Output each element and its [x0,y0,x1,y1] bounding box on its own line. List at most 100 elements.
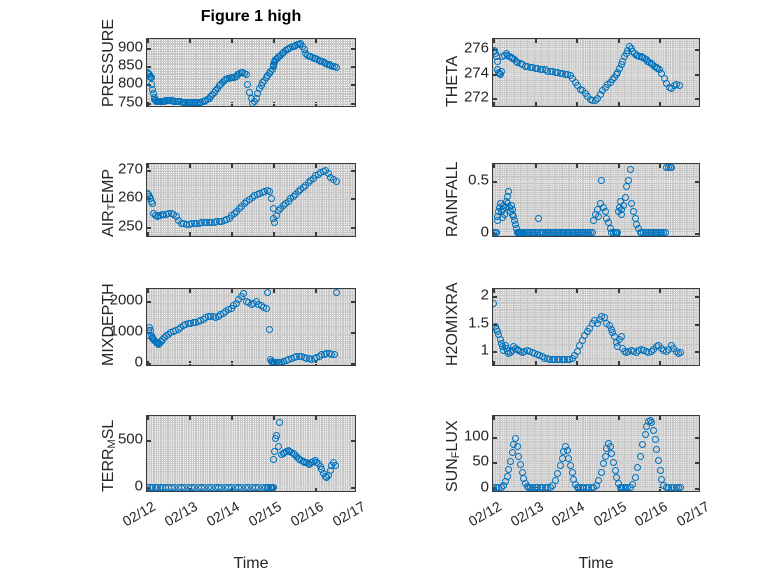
data-point [147,74,155,82]
x-tick-mark [315,102,317,106]
data-point [513,443,521,451]
gridline-vertical [576,39,577,106]
data-point [493,299,498,307]
data-point [148,200,156,208]
x-tick-mark-top [273,289,275,293]
x-tick-mark-top [189,289,191,293]
y-tick-mark-right [351,198,355,200]
data-point [551,477,559,485]
y-tick-label: 850 [117,56,143,74]
data-point [558,454,566,462]
gridline-horizontal [147,332,355,333]
data-point [626,165,634,173]
axes-mixdepth[interactable] [146,288,356,366]
y-axis-label-terr_msl: TERRMSL [100,420,118,492]
x-tick-mark [493,361,495,365]
x-tick-mark-top [618,416,620,420]
data-point [493,229,500,236]
x-tick-mark-top [355,39,356,43]
x-tick-mark-top [273,39,275,43]
x-tick-label: 02/15 [245,498,284,530]
gridline-vertical [576,164,577,236]
x-tick-mark-top [273,164,275,168]
data-point [266,325,274,333]
x-tick-mark [355,232,356,236]
gridline-vertical [315,416,316,491]
y-tick-mark-right [351,227,355,229]
data-point [503,473,511,481]
y-tick-label: 1.5 [468,314,489,332]
axes-rainfall[interactable] [492,163,700,237]
y-tick-mark [493,98,497,100]
ylabel-text: TERRMSL [100,419,118,492]
y-tick-label: 750 [117,93,143,111]
x-tick-label: 02/14 [548,498,588,530]
y-tick-mark-right [695,181,699,183]
data-point [634,463,642,471]
axes-h2omixra[interactable] [492,288,700,366]
x-tick-mark-top [659,39,661,43]
gridline-vertical [535,164,536,236]
data-point [621,193,629,201]
x-tick-mark-top [493,164,495,168]
x-tick-mark [535,361,537,365]
y-tick-label: 0 [134,477,143,495]
gridline-horizontal [493,74,699,75]
y-axis-label-mixdepth: MIXDEPTH [100,283,118,366]
gridline-vertical [659,164,660,236]
y-tick-mark-right [351,84,355,86]
y-tick-mark [147,66,151,68]
x-tick-label: 02/16 [632,498,671,530]
data-point [505,187,513,195]
x-tick-mark-top [699,39,700,43]
axes-air_temp[interactable] [146,163,356,237]
x-tick-mark-top [355,164,356,168]
gridline-vertical [231,289,232,365]
ylabel-text: PRESSURE [100,18,117,107]
x-tick-mark-top [147,289,149,293]
gridline-vertical [189,164,190,236]
x-tick-mark-top [535,39,537,43]
y-tick-mark-right [695,49,699,51]
gridline-vertical [576,289,577,365]
axes-theta[interactable] [492,38,700,107]
y-tick-label: 274 [463,64,489,81]
data-point [332,289,340,296]
y-tick-mark [147,227,151,229]
axes-pressure[interactable] [146,38,356,107]
y-tick-mark-right [351,103,355,105]
x-tick-mark-top [576,416,578,420]
axes-sun_flux[interactable] [492,415,700,492]
y-tick-mark [493,351,497,353]
x-tick-mark [659,361,661,365]
x-tick-mark-top [147,39,149,43]
x-tick-mark [618,102,620,106]
data-point [271,448,279,456]
ylabel-text: SUNFLUX [444,420,462,492]
y-tick-mark-right [351,170,355,172]
y-tick-label: 900 [117,38,143,56]
y-tick-label: 1000 [109,322,143,340]
data-point [516,460,524,468]
data-point [515,452,523,460]
data-point [629,481,637,489]
x-tick-mark-top [355,289,356,293]
gridline-vertical [659,289,660,365]
data-point [656,466,664,474]
y-tick-mark-right [351,301,355,303]
data-point [332,177,340,185]
data-point [565,454,573,462]
gridline-vertical [618,416,619,491]
x-tick-mark-top [231,164,233,168]
minor-grid-terr_msl [147,416,355,491]
data-point [505,465,513,473]
x-tick-label: 02/14 [203,498,242,530]
x-tick-mark [618,361,620,365]
y-tick-mark [493,296,497,298]
data-point [614,229,622,236]
axes-terr_msl[interactable] [146,415,356,492]
y-tick-mark [493,74,497,76]
y-tick-mark [147,363,151,365]
data-point [676,484,684,491]
